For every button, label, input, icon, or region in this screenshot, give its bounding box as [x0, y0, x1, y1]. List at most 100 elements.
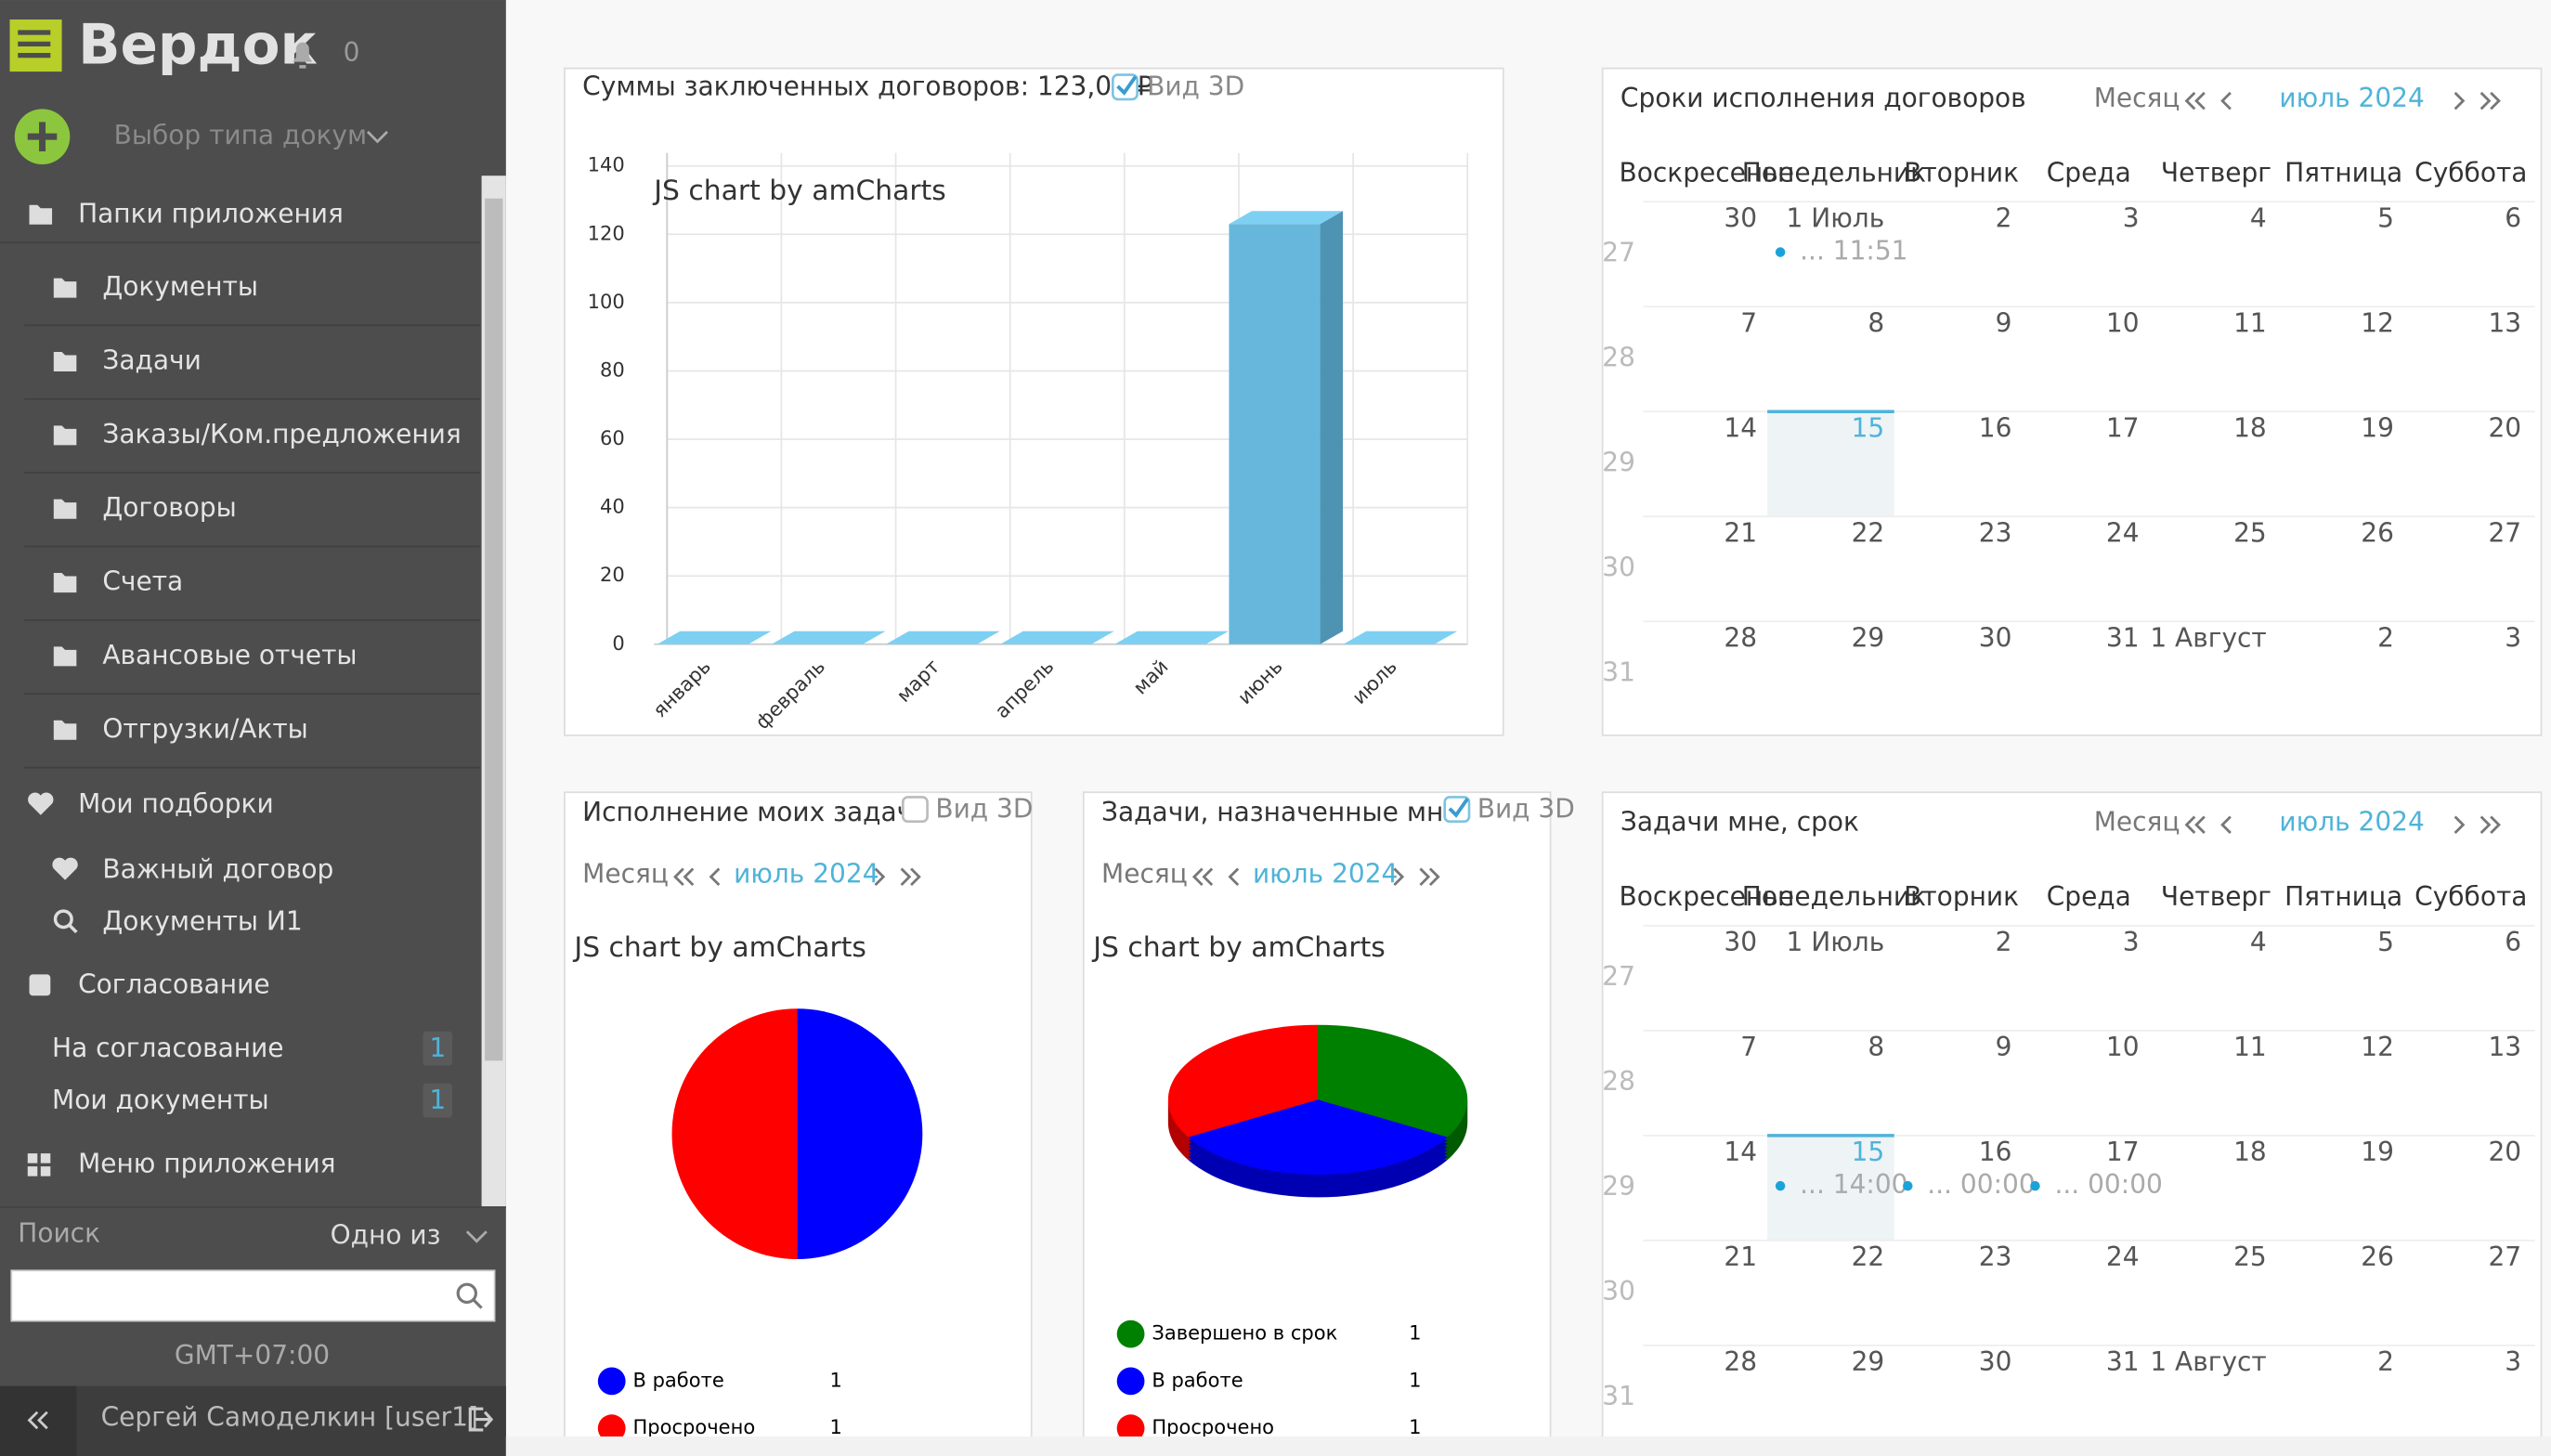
day-number[interactable]: 7	[1740, 308, 1757, 339]
user-name[interactable]: Сергей Самоделкин [user1]	[101, 1402, 478, 1433]
view-mode[interactable]: Месяц	[2094, 83, 2180, 113]
period[interactable]: июль 2024	[734, 859, 879, 890]
view-mode[interactable]: Месяц	[2094, 806, 2180, 837]
day-number[interactable]: 26	[2361, 518, 2394, 549]
day-number[interactable]: 12	[2361, 1032, 2394, 1062]
day-number[interactable]: 21	[1724, 1242, 1757, 1272]
day-number[interactable]: 19	[2361, 413, 2394, 444]
day-number[interactable]: 2	[2377, 1346, 2394, 1377]
view-mode[interactable]: Месяц	[582, 859, 669, 890]
view-mode[interactable]: Месяц	[1101, 859, 1188, 890]
day-number[interactable]: 21	[1724, 518, 1757, 549]
menu-item[interactable]: Документы	[102, 271, 258, 302]
event[interactable]: ... 00:00	[2054, 1169, 2162, 1200]
day-number[interactable]: 1 Август	[2150, 623, 2266, 654]
day-number[interactable]: 30	[1979, 1346, 2012, 1377]
day-number[interactable]: 30	[1724, 927, 1757, 957]
view3d-label[interactable]: Вид 3D	[1477, 793, 1575, 824]
day-number[interactable]: 22	[1852, 1242, 1885, 1272]
day-number[interactable]: 31	[2106, 1346, 2140, 1377]
day-number[interactable]: 29	[1852, 1346, 1885, 1377]
day-number[interactable]: 27	[2488, 518, 2521, 549]
day-number[interactable]: 13	[2488, 1032, 2521, 1062]
period[interactable]: июль 2024	[1253, 859, 1398, 890]
day-number[interactable]: 3	[2505, 623, 2521, 654]
day-number[interactable]: 28	[1724, 1346, 1757, 1377]
search-mode[interactable]: Одно из	[331, 1219, 441, 1250]
logout-icon[interactable]	[468, 1407, 494, 1432]
day-number[interactable]: 1 Июль	[1787, 927, 1885, 957]
menu-item[interactable]: Авансовые отчеты	[102, 640, 357, 670]
day-number[interactable]: 14	[1724, 413, 1757, 444]
menu-section[interactable]: Мои подборки	[78, 788, 274, 819]
day-number[interactable]: 20	[2488, 1137, 2521, 1167]
day-number[interactable]: 2	[1996, 203, 2012, 234]
day-number[interactable]: 19	[2361, 1137, 2394, 1167]
day-number[interactable]: 30	[1724, 203, 1757, 234]
day-number[interactable]: 23	[1979, 518, 2012, 549]
day-number[interactable]: 10	[2106, 308, 2140, 339]
day-number[interactable]: 2	[2377, 623, 2394, 654]
doc-type-select[interactable]: Выбор типа докум	[114, 120, 368, 150]
day-number[interactable]: 25	[2233, 1242, 2267, 1272]
day-number[interactable]: 26	[2361, 1242, 2394, 1272]
menu-section[interactable]: Меню приложения	[78, 1148, 335, 1178]
day-number[interactable]: 25	[2233, 518, 2267, 549]
menu-item[interactable]: Договоры	[102, 492, 236, 523]
day-number[interactable]: 20	[2488, 413, 2521, 444]
day-number[interactable]: 29	[1852, 623, 1885, 654]
search-input[interactable]	[10, 1269, 496, 1322]
day-number[interactable]: 17	[2106, 413, 2140, 444]
day-number[interactable]: 9	[1996, 1032, 2012, 1062]
day-number[interactable]: 18	[2233, 1137, 2267, 1167]
day-number[interactable]: 13	[2488, 308, 2521, 339]
day-number[interactable]: 1 Август	[2150, 1346, 2266, 1377]
period[interactable]: июль 2024	[2279, 83, 2424, 113]
day-number[interactable]: 31	[2106, 623, 2140, 654]
menu-item[interactable]: Задачи	[102, 344, 201, 375]
checkbox[interactable]	[901, 796, 929, 824]
day-number[interactable]: 28	[1724, 623, 1757, 654]
day-number[interactable]: 18	[2233, 413, 2267, 444]
menu-item[interactable]: Счета	[102, 566, 183, 597]
day-number[interactable]: 8	[1868, 308, 1884, 339]
day-number[interactable]: 6	[2505, 203, 2521, 234]
day-number[interactable]: 2	[1996, 927, 2012, 957]
event[interactable]: ... 14:00	[1800, 1169, 1907, 1200]
day-number[interactable]: 17	[2106, 1137, 2140, 1167]
day-number[interactable]: 24	[2106, 1242, 2140, 1272]
day-number[interactable]: 11	[2233, 1032, 2267, 1062]
day-number[interactable]: 3	[2505, 1346, 2521, 1377]
day-number[interactable]: 16	[1979, 1137, 2012, 1167]
day-number[interactable]: 7	[1740, 1032, 1757, 1062]
menu-section[interactable]: Согласование	[78, 969, 269, 1000]
event[interactable]: ... 00:00	[1927, 1169, 2035, 1200]
menu-item[interactable]: Мои документы	[52, 1085, 269, 1115]
day-number[interactable]: 9	[1996, 308, 2012, 339]
day-number[interactable]: 15	[1852, 1137, 1885, 1167]
menu-section[interactable]: Папки приложения	[78, 198, 344, 228]
menu-item[interactable]: Отгрузки/Акты	[102, 713, 307, 744]
day-number[interactable]: 6	[2505, 927, 2521, 957]
day-number[interactable]: 12	[2361, 308, 2394, 339]
menu-item[interactable]: Важный договор	[102, 853, 333, 884]
day-number[interactable]: 8	[1868, 1032, 1884, 1062]
day-number[interactable]: 3	[2123, 927, 2140, 957]
day-number[interactable]: 10	[2106, 1032, 2140, 1062]
day-number[interactable]: 14	[1724, 1137, 1757, 1167]
day-number[interactable]: 15	[1852, 413, 1885, 444]
day-number[interactable]: 23	[1979, 1242, 2012, 1272]
day-number[interactable]: 5	[2377, 927, 2394, 957]
day-number[interactable]: 5	[2377, 203, 2394, 234]
day-number[interactable]: 27	[2488, 1242, 2521, 1272]
day-number[interactable]: 4	[2250, 927, 2267, 957]
view3d-label[interactable]: Вид 3D	[935, 793, 1033, 824]
day-number[interactable]: 4	[2250, 203, 2267, 234]
day-number[interactable]: 24	[2106, 518, 2140, 549]
menu-item[interactable]: Документы И1	[102, 905, 302, 936]
view3d-label[interactable]: Вид 3D	[1147, 72, 1244, 102]
day-number[interactable]: 16	[1979, 413, 2012, 444]
day-number[interactable]: 11	[2233, 308, 2267, 339]
day-number[interactable]: 30	[1979, 623, 2012, 654]
menu-item[interactable]: На согласование	[52, 1033, 283, 1063]
